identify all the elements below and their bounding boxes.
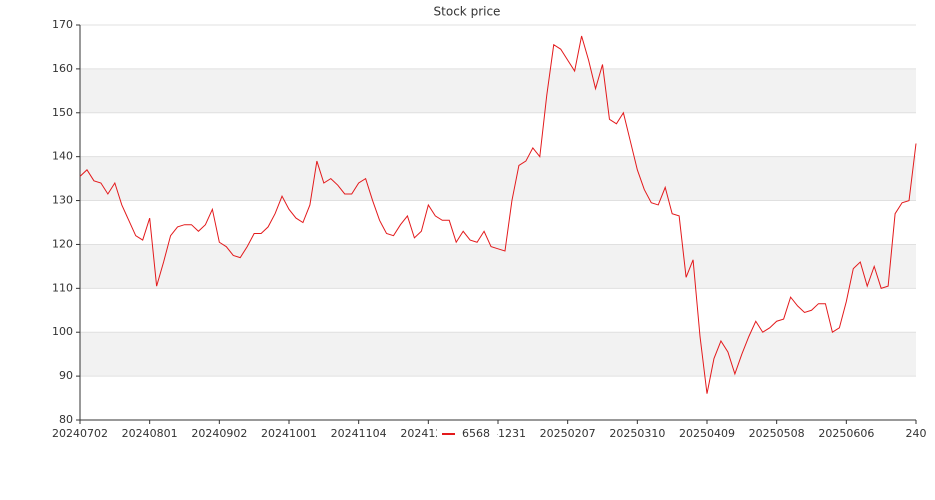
y-tick-label: 170 [52,18,73,31]
y-tick-label: 160 [52,62,73,75]
x-tick-label: 20250606 [818,427,874,440]
y-tick-label: 80 [59,413,73,426]
x-tick-label: 20240902 [191,427,247,440]
y-tick-label: 110 [52,281,73,294]
grid-band [80,68,916,113]
y-tick-label: 130 [52,194,73,207]
x-tick-label: 20241001 [261,427,317,440]
x-tick-label: 20241104 [331,427,387,440]
legend-box [437,426,497,442]
y-tick-label: 150 [52,106,73,119]
grid-band [80,332,916,377]
y-tick-label: 140 [52,150,73,163]
grid-band [80,156,916,201]
grid-band [80,244,916,289]
chart-title: Stock price [434,5,501,19]
legend-label: 6568 [462,427,490,440]
x-tick-label: 240 [906,427,927,440]
x-tick-label: 20240702 [52,427,108,440]
y-tick-label: 100 [52,325,73,338]
x-tick-label: 20240801 [122,427,178,440]
x-tick-label: 20250207 [540,427,596,440]
line-series [79,35,917,394]
x-tick-label: 20250310 [609,427,665,440]
y-tick-label: 120 [52,237,73,250]
x-tick-label: 20250409 [679,427,735,440]
y-tick-label: 90 [59,369,73,382]
x-tick-label: 20250508 [749,427,805,440]
